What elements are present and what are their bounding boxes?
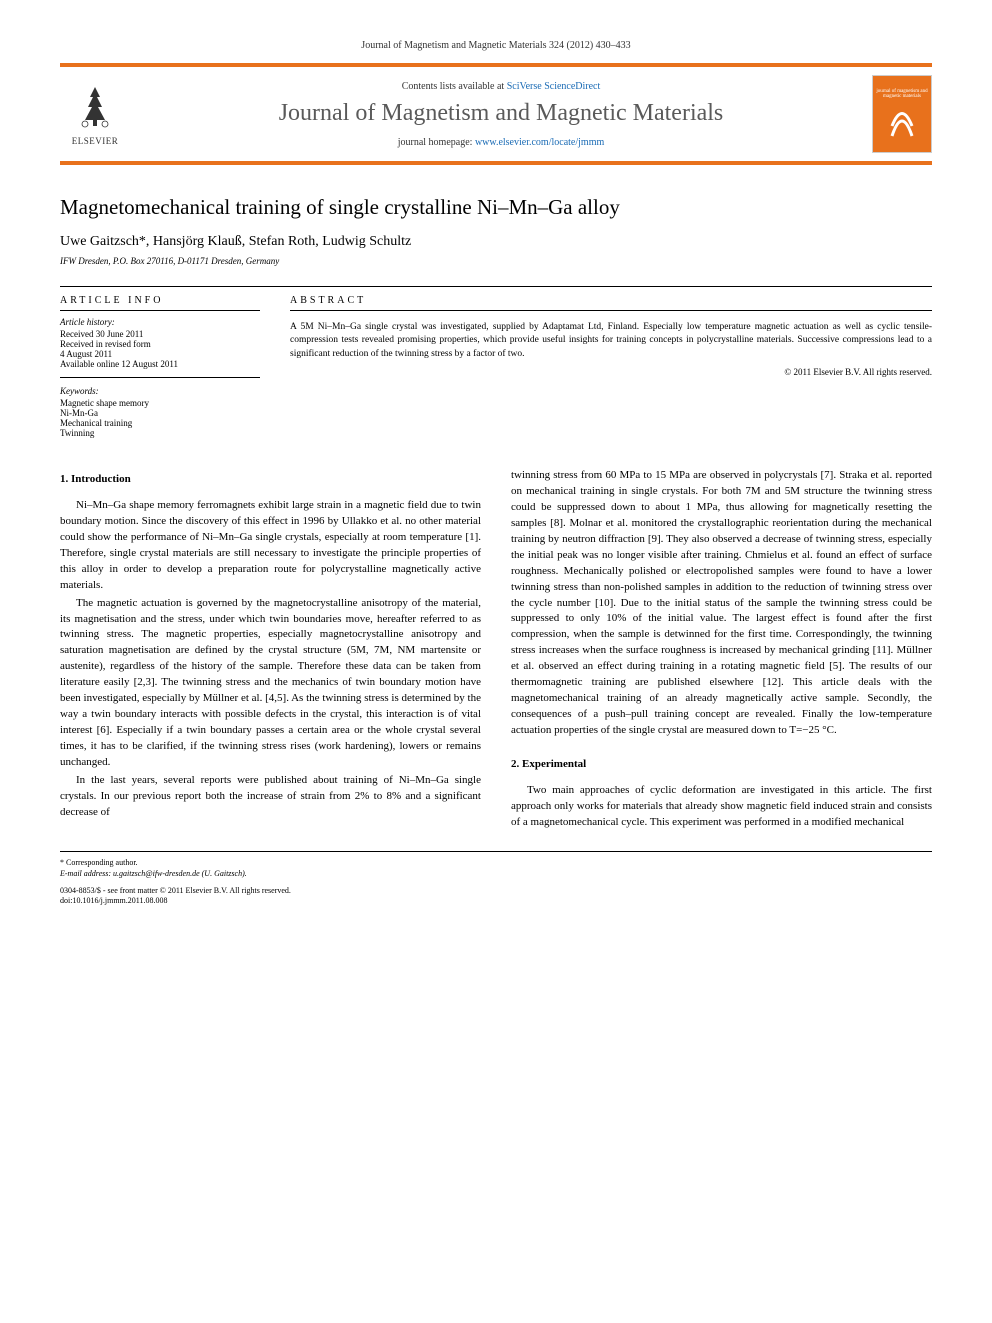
history-label: Article history: (60, 317, 260, 327)
issn-line: 0304-8853/$ - see front matter © 2011 El… (60, 886, 932, 895)
intro-para-2: The magnetic actuation is governed by th… (60, 596, 481, 771)
section-heading-experimental: 2. Experimental (511, 757, 932, 773)
authors: Uwe Gaitzsch*, Hansjörg Klauß, Stefan Ro… (60, 234, 932, 250)
intro-para-4: twinning stress from 60 MPa to 15 MPa ar… (511, 468, 932, 739)
journal-homepage: journal homepage: www.elsevier.com/locat… (150, 137, 852, 148)
revised-line1: Received in revised form (60, 339, 260, 349)
intro-para-3: In the last years, several reports were … (60, 773, 481, 821)
journal-cover-thumbnail: journal of magnetism and magnetic materi… (872, 75, 932, 153)
homepage-prefix: journal homepage: (398, 137, 475, 148)
keyword: Mechanical training (60, 418, 260, 428)
cover-graphic-icon (887, 101, 917, 141)
exp-para-1: Two main approaches of cyclic deformatio… (511, 783, 932, 831)
received-date: Received 30 June 2011 (60, 329, 260, 339)
corresponding-author: * Corresponding author. (60, 858, 932, 867)
article-info: ARTICLE INFO Article history: Received 3… (60, 287, 260, 438)
intro-para-1: Ni–Mn–Ga shape memory ferromagnets exhib… (60, 498, 481, 594)
article-title: Magnetomechanical training of single cry… (60, 195, 932, 220)
email-label: E-mail address: (60, 869, 113, 878)
elsevier-logo: ELSEVIER (60, 82, 130, 146)
homepage-link[interactable]: www.elsevier.com/locate/jmmm (475, 137, 604, 148)
elsevier-tree-icon (70, 82, 120, 132)
footer: * Corresponding author. E-mail address: … (60, 851, 932, 905)
journal-title: Journal of Magnetism and Magnetic Materi… (150, 100, 852, 127)
elsevier-label: ELSEVIER (60, 136, 130, 146)
copyright: © 2011 Elsevier B.V. All rights reserved… (290, 367, 932, 377)
email-address: u.gaitzsch@ifw-dresden.de (U. Gaitzsch). (113, 869, 247, 878)
contents-prefix: Contents lists available at (402, 81, 507, 92)
cover-text: journal of magnetism and magnetic materi… (873, 87, 931, 101)
online-date: Available online 12 August 2011 (60, 359, 260, 369)
keywords-label: Keywords: (60, 386, 260, 396)
article-info-heading: ARTICLE INFO (60, 295, 260, 311)
keyword: Twinning (60, 428, 260, 438)
citation-banner: Journal of Magnetism and Magnetic Materi… (60, 40, 932, 51)
journal-header: ELSEVIER Contents lists available at Sci… (60, 63, 932, 165)
affiliation: IFW Dresden, P.O. Box 270116, D-01171 Dr… (60, 256, 932, 266)
contents-line: Contents lists available at SciVerse Sci… (150, 81, 852, 92)
abstract-text: A 5M Ni–Mn–Ga single crystal was investi… (290, 321, 932, 361)
section-heading-intro: 1. Introduction (60, 472, 481, 488)
doi-line: doi:10.1016/j.jmmm.2011.08.008 (60, 896, 932, 905)
keyword: Magnetic shape memory (60, 398, 260, 408)
abstract-heading: ABSTRACT (290, 295, 932, 311)
sciencedirect-link[interactable]: SciVerse ScienceDirect (507, 81, 601, 92)
body-content: 1. Introduction Ni–Mn–Ga shape memory fe… (60, 468, 932, 831)
revised-line2: 4 August 2011 (60, 349, 260, 359)
keyword: Ni-Mn-Ga (60, 408, 260, 418)
email-line: E-mail address: u.gaitzsch@ifw-dresden.d… (60, 869, 932, 878)
abstract: ABSTRACT A 5M Ni–Mn–Ga single crystal wa… (290, 287, 932, 438)
